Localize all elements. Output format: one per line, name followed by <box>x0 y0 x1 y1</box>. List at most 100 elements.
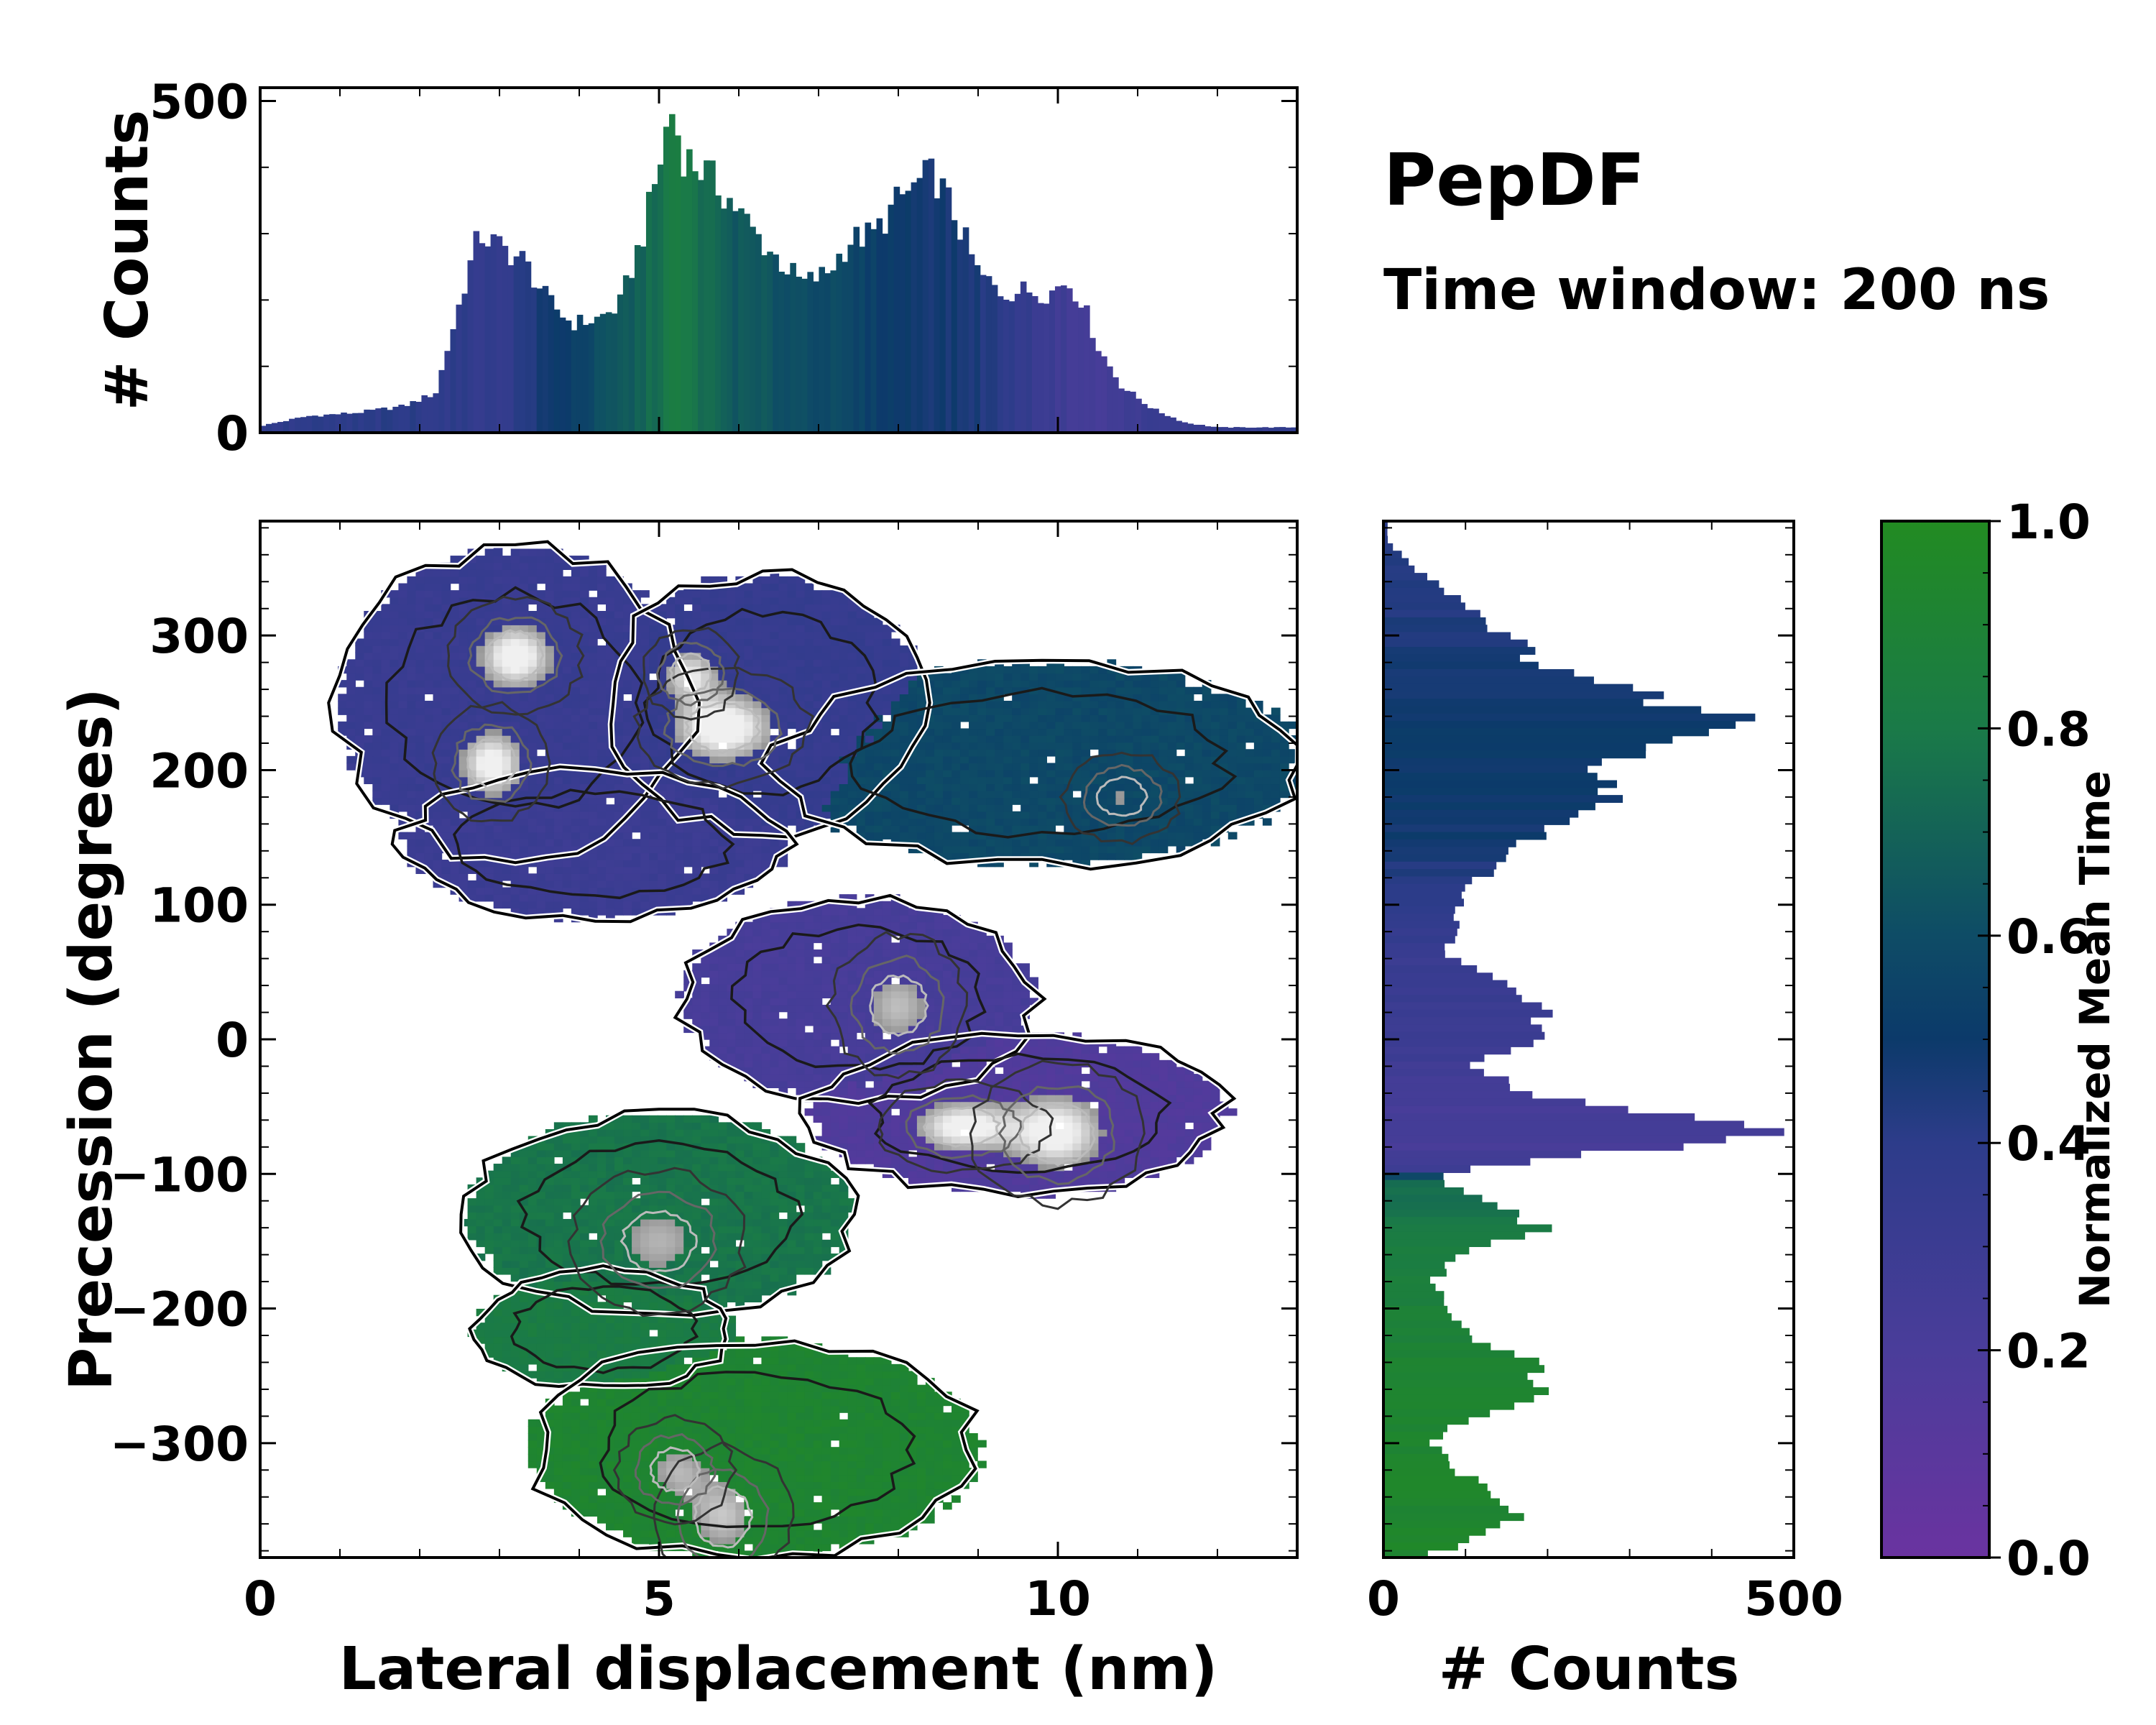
heatmap-cell <box>969 1101 978 1109</box>
heatmap-cell <box>649 1537 658 1545</box>
heatmap-cell <box>545 1281 555 1289</box>
heatmap-cell <box>804 1011 814 1019</box>
heatmap-cell <box>1150 1074 1160 1082</box>
heatmap-cell <box>1124 1156 1134 1164</box>
heatmap-cell <box>1072 1067 1082 1075</box>
heatmap-cell <box>813 1170 823 1178</box>
heatmap-cell <box>484 887 494 895</box>
heatmap-cell <box>908 1419 918 1427</box>
heatmap-cell <box>1064 1177 1074 1185</box>
heatmap-cell <box>528 1205 538 1213</box>
heatmap-cell <box>934 1164 944 1172</box>
heatmap-cell <box>744 873 754 881</box>
heatmap-cell <box>830 1108 840 1116</box>
heatmap-cell <box>1029 1039 1038 1047</box>
heatmap-cell <box>1055 1170 1065 1178</box>
heatmap-cell <box>856 1025 866 1034</box>
heatmap-cell <box>683 901 693 909</box>
heatmap-cell <box>744 1156 754 1164</box>
heatmap-cell <box>942 1025 952 1034</box>
heatmap-cell <box>623 1419 632 1427</box>
heatmap-cell <box>804 1260 814 1268</box>
top-hist-bar <box>715 195 722 433</box>
heatmap-cell <box>813 1004 823 1013</box>
heatmap-cell <box>1107 1170 1117 1178</box>
heatmap-cell <box>718 1537 728 1545</box>
heatmap-cell <box>683 1426 693 1434</box>
heatmap-cell <box>916 1453 926 1462</box>
heatmap-cell <box>1029 1143 1038 1151</box>
heatmap-cell <box>778 1488 788 1496</box>
heatmap-cell <box>770 1039 780 1047</box>
heatmap-cell <box>813 1516 823 1524</box>
heatmap-cell <box>553 1336 563 1344</box>
heatmap-cell <box>658 1149 667 1158</box>
heatmap-cell <box>484 866 494 874</box>
top-hist-bar <box>1153 408 1159 433</box>
heatmap-cell <box>571 887 581 895</box>
heatmap-cell <box>821 1164 831 1172</box>
top-hist-bar <box>968 254 975 433</box>
heatmap-cell <box>873 1384 883 1392</box>
heatmap-cell <box>752 1481 763 1489</box>
heatmap-cell <box>1038 1053 1047 1061</box>
heatmap-cell <box>821 1419 831 1427</box>
heatmap-cell <box>718 1143 728 1151</box>
heatmap-cell <box>709 1502 719 1510</box>
heatmap-cell <box>770 1350 780 1358</box>
heatmap-cell <box>701 860 710 868</box>
heatmap-cell <box>995 1136 1004 1144</box>
heatmap-cell <box>727 956 737 964</box>
heatmap-cell <box>934 1108 944 1116</box>
heatmap-cell <box>735 1170 745 1178</box>
heatmap-cell <box>899 1011 909 1019</box>
heatmap-cell <box>778 1074 788 1082</box>
heatmap-cell <box>571 832 581 840</box>
heatmap-cell <box>484 873 494 881</box>
heatmap-cell <box>1081 1156 1091 1164</box>
heatmap-cell <box>960 935 969 944</box>
heatmap-cell <box>735 990 745 999</box>
heatmap-cell <box>562 1122 572 1130</box>
heatmap-cell <box>1184 1128 1194 1137</box>
heatmap-cell <box>882 1122 892 1130</box>
heatmap-cell <box>761 1059 771 1068</box>
heatmap-cell <box>856 1011 866 1019</box>
heatmap-cell <box>510 1294 520 1303</box>
heatmap-cell <box>942 1398 952 1407</box>
heatmap-cell <box>692 1378 701 1386</box>
heatmap-cell <box>934 1018 944 1026</box>
heatmap-cell <box>649 1357 658 1365</box>
heatmap-cell <box>1202 1087 1212 1095</box>
heatmap-cell <box>796 990 806 999</box>
heatmap-cell <box>986 1053 995 1061</box>
heatmap-cell <box>1107 852 1117 860</box>
heatmap-cell <box>865 990 875 999</box>
heatmap-cell <box>890 1115 900 1123</box>
heatmap-cell <box>675 873 684 881</box>
heatmap-cell <box>830 1004 840 1013</box>
heatmap-cell <box>545 860 555 868</box>
heatmap-cell <box>882 1522 892 1531</box>
heatmap-cell <box>579 1412 589 1420</box>
heatmap-cell <box>553 860 563 868</box>
heatmap-cell <box>579 1164 589 1172</box>
heatmap-cell <box>562 1378 572 1386</box>
heatmap-cell <box>752 984 763 992</box>
heatmap-cell <box>709 839 719 847</box>
heatmap-cell <box>1098 1053 1108 1061</box>
heatmap-cell <box>882 984 892 992</box>
heatmap-cell <box>735 942 745 950</box>
heatmap-cell <box>562 1308 572 1317</box>
heatmap-cell <box>606 1136 615 1144</box>
heatmap-cell <box>562 1488 572 1496</box>
heatmap-cell <box>873 1074 883 1082</box>
top-hist-bar <box>329 414 336 433</box>
heatmap-cell <box>632 1143 641 1151</box>
heatmap-cell <box>632 1530 641 1537</box>
heatmap-cell <box>510 824 520 833</box>
heatmap-cell <box>571 1281 581 1289</box>
heatmap-cell <box>942 852 952 860</box>
heatmap-cell <box>916 1392 926 1399</box>
heatmap-cell <box>744 866 754 874</box>
